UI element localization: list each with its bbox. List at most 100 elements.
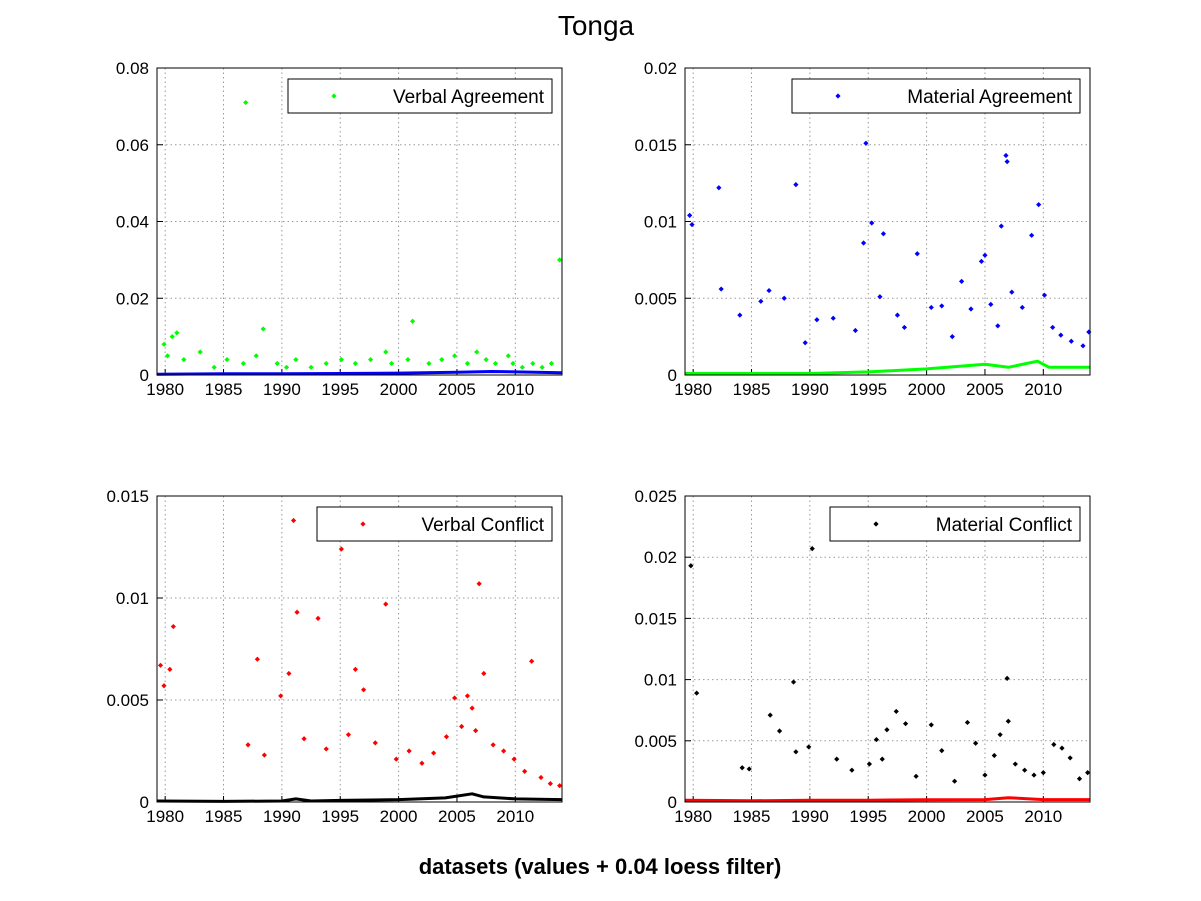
data-point (688, 563, 694, 569)
data-point (1040, 770, 1046, 776)
data-point (522, 768, 528, 774)
data-point (367, 357, 374, 363)
data-point (1004, 159, 1010, 165)
data-point (261, 752, 267, 758)
loess-line (685, 359, 1090, 375)
data-point (877, 294, 883, 300)
data-point (557, 257, 563, 263)
y-tick-label: 0.04 (116, 213, 149, 232)
data-point (301, 736, 307, 742)
data-point (372, 740, 378, 746)
data-point (1004, 675, 1010, 681)
legend-label: Verbal Conflict (421, 515, 544, 536)
x-tick-label: 1995 (849, 807, 887, 826)
data-point (793, 749, 799, 755)
y-tick-label: 0.02 (644, 548, 677, 567)
data-point (169, 334, 175, 340)
data-point (982, 772, 988, 778)
y-tick-label: 0.005 (106, 691, 149, 710)
data-point (1019, 304, 1025, 311)
x-tick-label: 2005 (438, 380, 476, 399)
data-point (1068, 338, 1074, 344)
data-point (982, 252, 988, 258)
data-point (834, 756, 840, 762)
x-tick-label: 2010 (1024, 380, 1062, 399)
data-point (530, 360, 536, 367)
data-point (452, 695, 458, 701)
data-point (174, 330, 180, 336)
legend-label: Material Conflict (936, 515, 1073, 536)
data-point (505, 353, 511, 359)
data-point (490, 742, 496, 748)
axes-box (156, 67, 563, 376)
data-point (431, 750, 437, 756)
legend: Verbal Conflict (316, 506, 553, 542)
data-point (406, 748, 412, 754)
data-point (161, 683, 167, 689)
data-point (393, 756, 399, 762)
data-point (973, 740, 979, 746)
data-point (959, 278, 965, 284)
data-point (253, 353, 259, 359)
figure-title: Tonga (558, 10, 635, 41)
x-tick-label: 1985 (733, 807, 771, 826)
legend: Material Agreement (791, 78, 1081, 114)
data-point (557, 783, 563, 789)
x-tick-label: 1990 (791, 807, 829, 826)
data-point (410, 318, 416, 324)
data-point (224, 357, 230, 363)
data-point (737, 312, 743, 318)
data-point (286, 670, 292, 677)
data-point (260, 326, 266, 332)
x-tick-label: 2005 (966, 380, 1004, 399)
data-point (459, 723, 465, 730)
plot-area (685, 496, 1090, 802)
y-tick-label: 0.02 (644, 59, 677, 78)
data-point (939, 303, 945, 309)
data-point (1085, 770, 1091, 776)
data-point (694, 690, 700, 696)
data-point (481, 670, 487, 677)
data-point (869, 220, 875, 226)
legend-marker (835, 93, 841, 99)
y-tick-label: 0.01 (644, 213, 677, 232)
data-point (998, 223, 1004, 229)
data-point (997, 732, 1003, 738)
legend-label: Material Agreement (907, 87, 1072, 108)
data-point (548, 360, 555, 367)
data-point (278, 693, 284, 699)
data-point (538, 774, 544, 781)
data-point (529, 658, 535, 664)
data-point (809, 546, 815, 552)
data-point (968, 306, 974, 312)
data-point (689, 221, 695, 228)
data-point (939, 747, 945, 754)
data-point (1051, 741, 1057, 748)
y-tick-label: 0 (668, 366, 677, 385)
data-point (1058, 332, 1064, 338)
legend-marker (331, 93, 337, 99)
data-point (474, 349, 480, 355)
data-point (539, 364, 545, 370)
data-point (746, 766, 752, 772)
data-point (245, 742, 251, 748)
legend-box (316, 506, 553, 542)
loess-line (156, 370, 563, 376)
data-point (483, 357, 489, 363)
x-tick-label: 1980 (674, 807, 712, 826)
figure-xlabel: datasets (values + 0.04 loess filter) (419, 854, 782, 879)
data-point (1059, 745, 1065, 751)
data-point (164, 353, 171, 359)
data-point (1050, 324, 1056, 331)
data-point (254, 656, 260, 662)
x-tick-label: 2010 (496, 807, 534, 826)
y-tick-label: 0.02 (116, 289, 149, 308)
y-tick-label: 0 (668, 793, 677, 812)
x-tick-label: 2005 (438, 807, 476, 826)
data-point (1009, 289, 1015, 295)
data-point (716, 185, 722, 191)
y-tick-label: 0.025 (634, 487, 677, 506)
data-point (464, 360, 471, 367)
x-tick-label: 1995 (321, 807, 359, 826)
data-point (893, 708, 899, 715)
